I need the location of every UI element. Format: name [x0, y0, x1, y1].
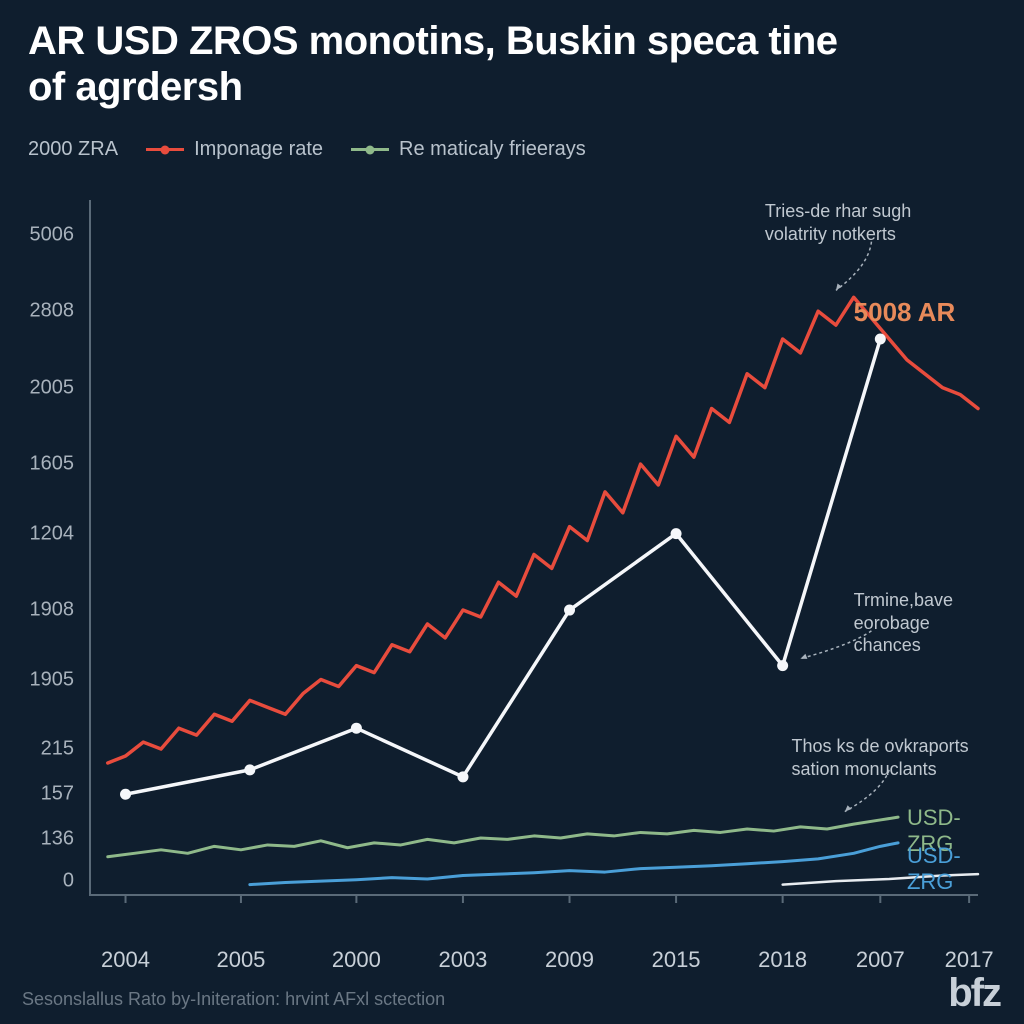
footer-source: Sesonslallus Rato by-Initeration: hrvint… — [22, 989, 445, 1010]
series-end-label: USD-ZRG — [907, 843, 984, 895]
series-imponage-rate — [108, 297, 978, 763]
marker — [875, 334, 886, 345]
annotation-text: Trmine,baveeorobagechances — [854, 589, 953, 657]
title-line-1: AR USD ZROS monotins, Buskin speca tine — [28, 19, 838, 63]
arrow-head-icon — [836, 284, 842, 291]
y-tick-label: 1905 — [14, 668, 74, 691]
y-tick-label: 2005 — [14, 376, 74, 399]
marker — [351, 723, 362, 734]
legend-label-0: Imponage rate — [194, 138, 323, 161]
peak-value-label: 5008 AR — [854, 297, 956, 328]
x-tick-label: 2000 — [332, 947, 381, 973]
marker — [244, 764, 255, 775]
y-tick-label: 1204 — [14, 522, 74, 545]
chart-plot-area: 50062808200516051204190819052151571360 2… — [84, 190, 984, 935]
legend-swatch-0 — [146, 148, 184, 151]
marker — [120, 789, 131, 800]
chart-svg — [84, 190, 984, 935]
y-tick-label: 136 — [14, 828, 74, 851]
series-usd-zrg-green — [108, 817, 898, 857]
y-tick-label: 2808 — [14, 300, 74, 323]
y-tick-label: 1605 — [14, 453, 74, 476]
annotation-text: Tries-de rhar sughvolatrity notkerts — [765, 200, 911, 245]
series-white-line — [126, 339, 881, 794]
legend-prefix: 2000 ZRA — [28, 138, 118, 161]
x-tick-label: 2017 — [945, 947, 994, 973]
legend-item-1: Re maticaly frieerays — [351, 138, 586, 161]
annotation-text: Thos ks de ovkraportssation monuclants — [792, 735, 969, 780]
x-tick-label: 2005 — [216, 947, 265, 973]
x-tick-label: 2018 — [758, 947, 807, 973]
chart-title: AR USD ZROS monotins, Buskin speca tine … — [28, 18, 838, 110]
x-tick-label: 2015 — [652, 947, 701, 973]
brand-logo: bfz — [948, 971, 1000, 1016]
axis-lines — [90, 200, 978, 903]
y-tick-label: 0 — [14, 870, 74, 893]
marker — [564, 605, 575, 616]
arrow-head-icon — [845, 805, 852, 811]
x-tick-label: 2009 — [545, 947, 594, 973]
marker — [457, 771, 468, 782]
marker — [777, 660, 788, 671]
arrow-head-icon — [800, 654, 807, 659]
x-tick-label: 2004 — [101, 947, 150, 973]
x-tick-label: 2007 — [856, 947, 905, 973]
legend-swatch-1 — [351, 148, 389, 151]
y-tick-label: 5006 — [14, 223, 74, 246]
series-group — [108, 297, 978, 884]
legend-label-1: Re maticaly frieerays — [399, 138, 586, 161]
y-tick-label: 215 — [14, 738, 74, 761]
y-tick-label: 157 — [14, 783, 74, 806]
x-tick-label: 2003 — [438, 947, 487, 973]
title-line-2: of agrdersh — [28, 65, 243, 109]
y-tick-label: 1908 — [14, 599, 74, 622]
marker — [671, 528, 682, 539]
legend: 2000 ZRA Imponage rate Re maticaly friee… — [28, 138, 586, 161]
legend-item-0: Imponage rate — [146, 138, 323, 161]
annotation-arrow — [836, 242, 872, 291]
